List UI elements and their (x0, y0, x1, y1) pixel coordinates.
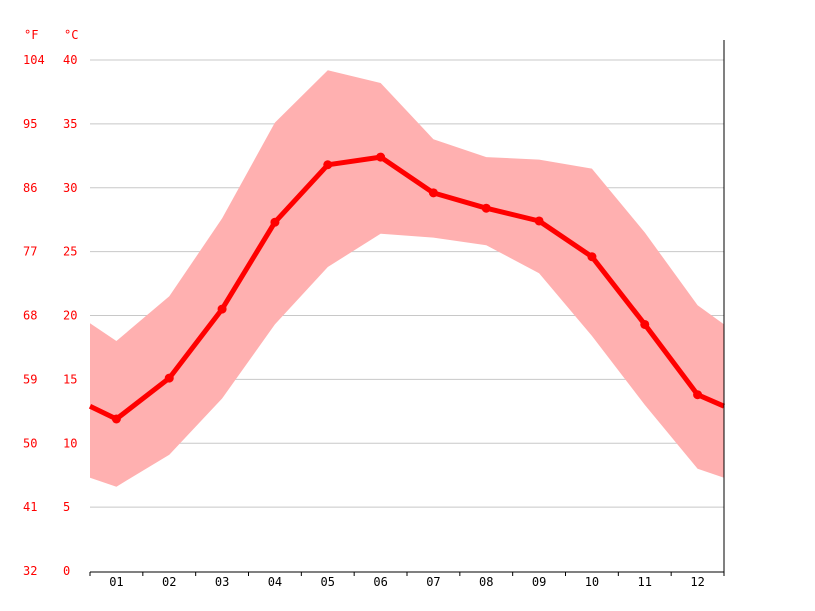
data-point-10 (587, 252, 597, 262)
celsius-unit-label: °C (64, 28, 78, 42)
data-point-07 (428, 188, 438, 198)
x-tick-label: 08 (479, 575, 493, 589)
y-tick-label-c: 10 (63, 436, 77, 450)
y-tick-label-f: 95 (23, 117, 37, 131)
data-point-05 (323, 160, 333, 170)
temperature-range-band (90, 70, 724, 487)
x-tick-label: 09 (532, 575, 546, 589)
y-tick-label-f: 68 (23, 309, 37, 323)
data-point-02 (164, 373, 174, 383)
x-axis-labels: 01 02 03 04 05 06 07 08 09 10 11 12 (109, 575, 705, 589)
y-tick-label-c: 30 (63, 181, 77, 195)
fahrenheit-unit-label: °F (24, 28, 38, 42)
y-tick-label-c: 0 (63, 564, 70, 578)
y-tick-label-f: 77 (23, 245, 37, 259)
x-tick-label: 10 (585, 575, 599, 589)
x-tick-label: 07 (426, 575, 440, 589)
y-tick-label-f: 59 (23, 372, 37, 386)
data-point-03 (217, 304, 227, 314)
x-tick-label: 02 (162, 575, 176, 589)
x-tick-label: 12 (690, 575, 704, 589)
temperature-line (88, 154, 725, 422)
data-point-04 (270, 217, 280, 227)
x-tick-label: 06 (373, 575, 387, 589)
y-axis-labels: °F °C 32 0 41 5 50 10 59 15 68 20 77 25 86 30 95 35 104 40 (23, 28, 78, 578)
x-tick-label: 11 (638, 575, 652, 589)
x-tick-label: 03 (215, 575, 229, 589)
y-tick-label-c: 40 (63, 53, 77, 67)
data-point-12 (693, 390, 703, 400)
temperature-points (111, 152, 703, 424)
axes (89, 40, 725, 576)
data-point-06 (376, 152, 386, 162)
y-tick-label-c: 15 (63, 372, 77, 386)
y-tick-label-f: 86 (23, 181, 37, 195)
x-tick-label: 01 (109, 575, 123, 589)
data-point-11 (640, 319, 650, 329)
x-tick-label: 04 (268, 575, 282, 589)
y-tick-label-f: 32 (23, 564, 37, 578)
y-tick-label-f: 50 (23, 436, 37, 450)
y-tick-label-f: 104 (23, 53, 45, 67)
data-point-09 (534, 216, 544, 226)
y-tick-label-c: 25 (63, 245, 77, 259)
x-tick-label: 05 (321, 575, 335, 589)
data-point-01 (111, 414, 121, 424)
y-tick-label-c: 20 (63, 309, 77, 323)
y-tick-label-c: 35 (63, 117, 77, 131)
y-tick-label-c: 5 (63, 500, 70, 514)
data-point-08 (481, 203, 491, 213)
y-tick-label-f: 41 (23, 500, 37, 514)
